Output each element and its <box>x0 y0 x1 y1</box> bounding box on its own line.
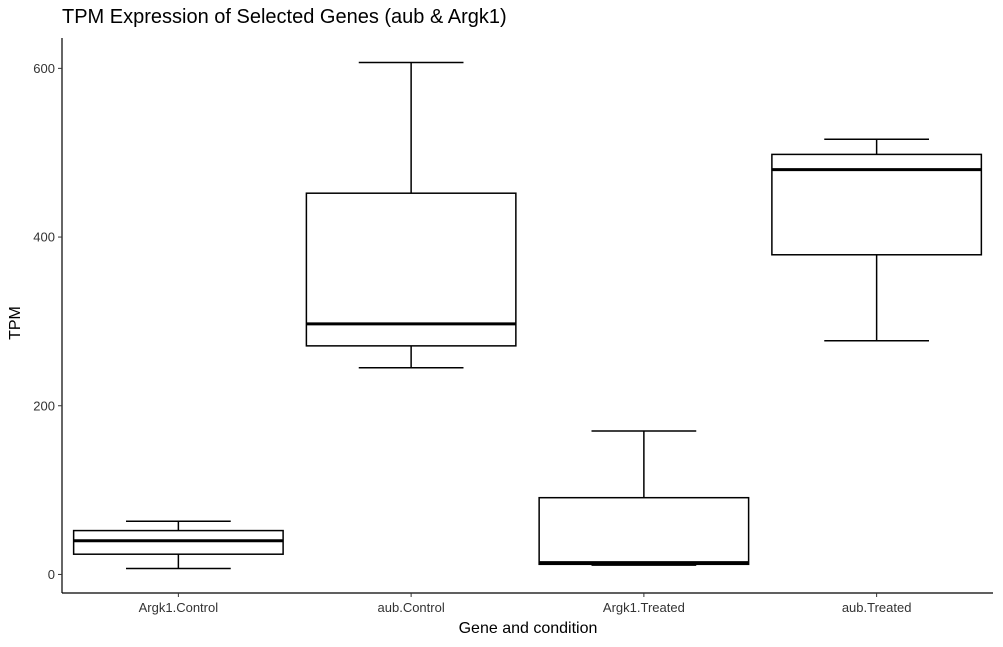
boxes <box>72 61 983 570</box>
box-Argk1.Control <box>72 520 284 570</box>
x-tick-label: aub.Treated <box>842 600 912 615</box>
box-iqr <box>305 192 517 347</box>
box-iqr <box>771 153 983 256</box>
chart-title: TPM Expression of Selected Genes (aub & … <box>62 6 507 28</box>
x-axis-label: Gene and condition <box>458 620 598 637</box>
box-aub.Control <box>305 61 517 369</box>
box-iqr <box>72 529 284 555</box>
x-tick-label: Argk1.Control <box>139 600 219 615</box>
box-Argk1.Treated <box>538 430 750 566</box>
y-tick-label: 200 <box>33 398 55 413</box>
axes <box>61 38 993 594</box>
y-tick-label: 0 <box>48 567 55 582</box>
x-tick-label: Argk1.Treated <box>603 600 685 615</box>
x-ticks: Argk1.Control aub.Control Argk1.Treated aub… <box>139 593 912 615</box>
y-ticks: 0 200 400 600 <box>33 61 62 582</box>
x-tick-label: aub.Control <box>378 600 445 615</box>
box-iqr <box>538 496 750 566</box>
box-aub.Treated <box>771 138 983 342</box>
y-tick-label: 400 <box>33 230 55 245</box>
y-tick-label: 600 <box>33 61 55 76</box>
